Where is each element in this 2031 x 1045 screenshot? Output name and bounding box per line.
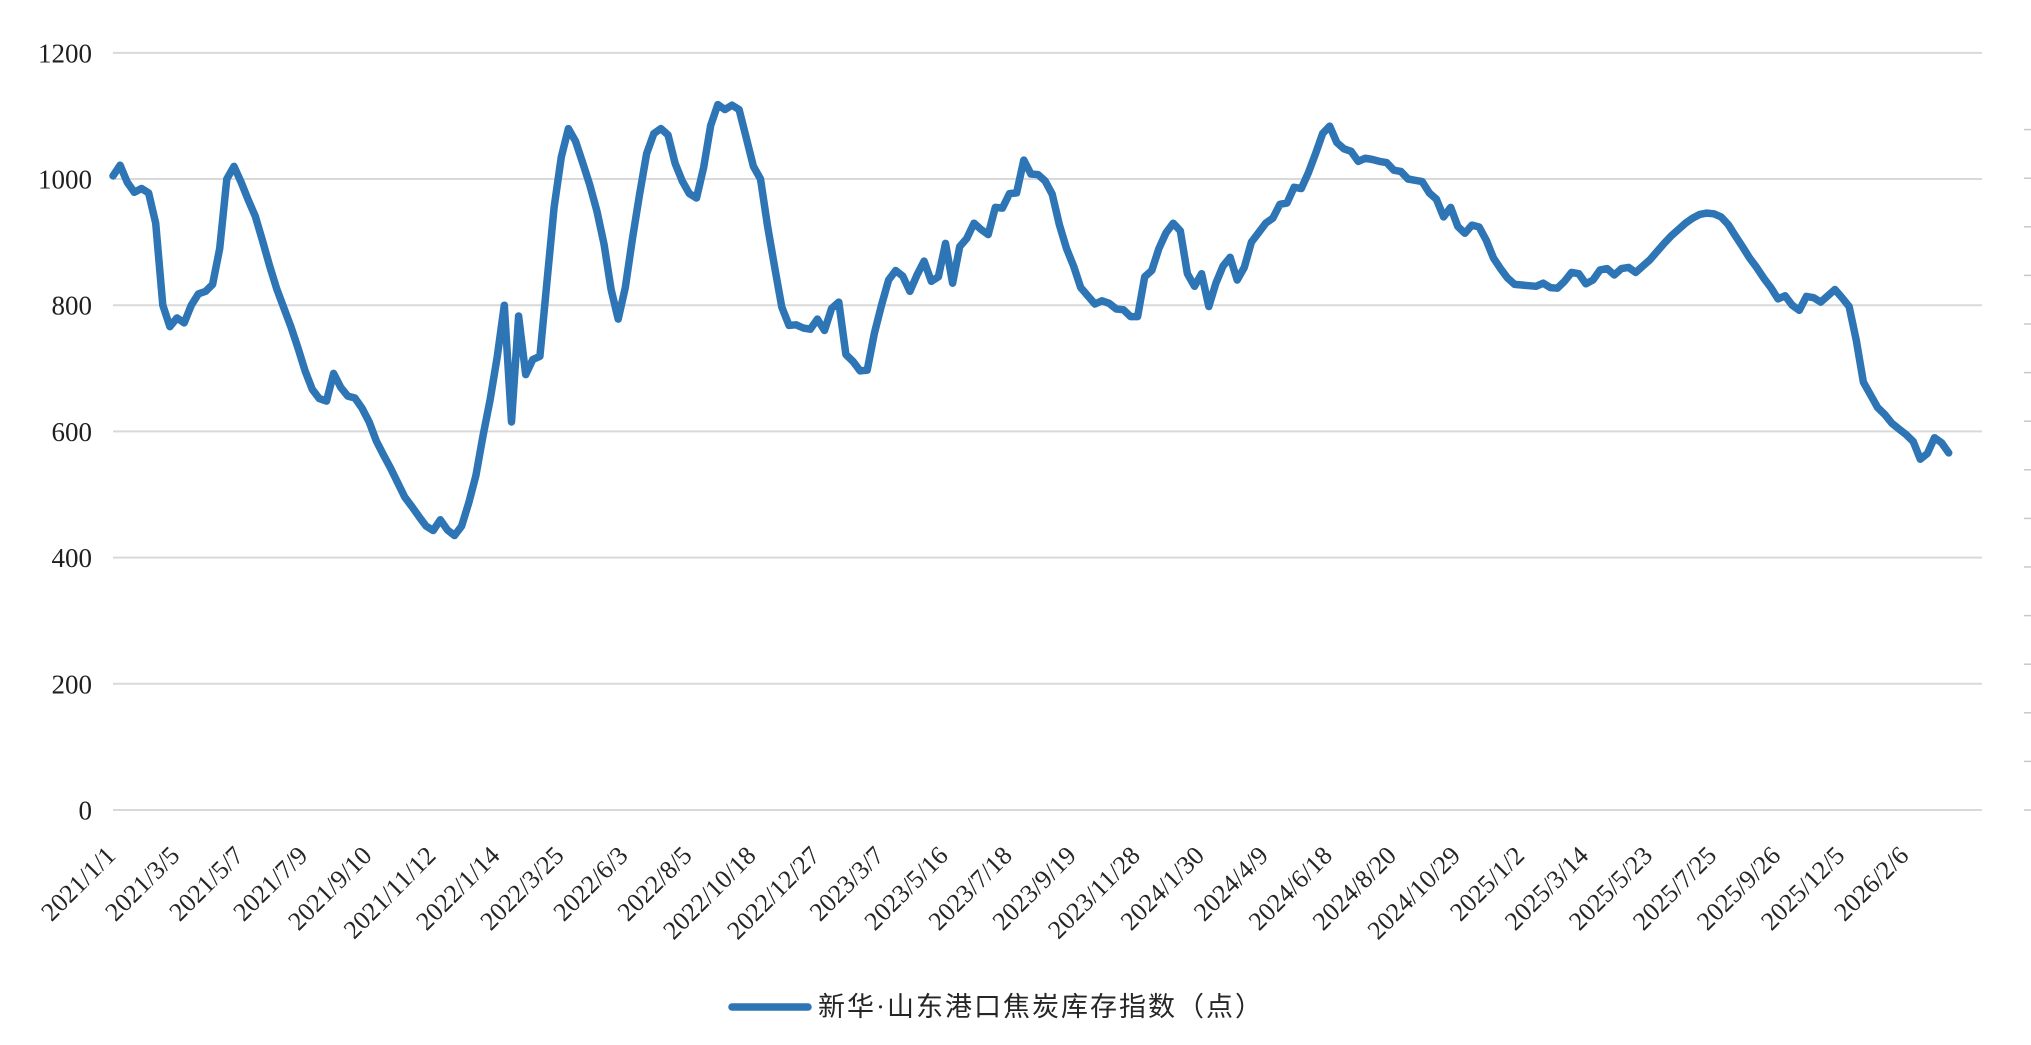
- y-tick-label: 200: [52, 669, 93, 699]
- x-axis-labels: 2021/1/12021/3/52021/5/72021/7/92021/9/1…: [35, 841, 1914, 945]
- gridlines: [113, 51, 1982, 811]
- y-axis-labels: 0 200 400 600 800 1000 1200: [38, 38, 92, 825]
- right-edge-ticks: [2024, 128, 2031, 811]
- y-tick-label: 0: [79, 796, 93, 826]
- y-tick-label: 1200: [38, 38, 92, 68]
- y-tick-label: 400: [52, 543, 93, 573]
- y-tick-label: 800: [52, 291, 93, 321]
- y-tick-label: 1000: [38, 165, 92, 195]
- y-tick-label: 600: [52, 417, 93, 447]
- legend: 新华·山东港口焦炭库存指数（点）: [728, 992, 1264, 1022]
- series-line: [109, 100, 1953, 540]
- legend-label: 新华·山东港口焦炭库存指数（点）: [818, 992, 1264, 1022]
